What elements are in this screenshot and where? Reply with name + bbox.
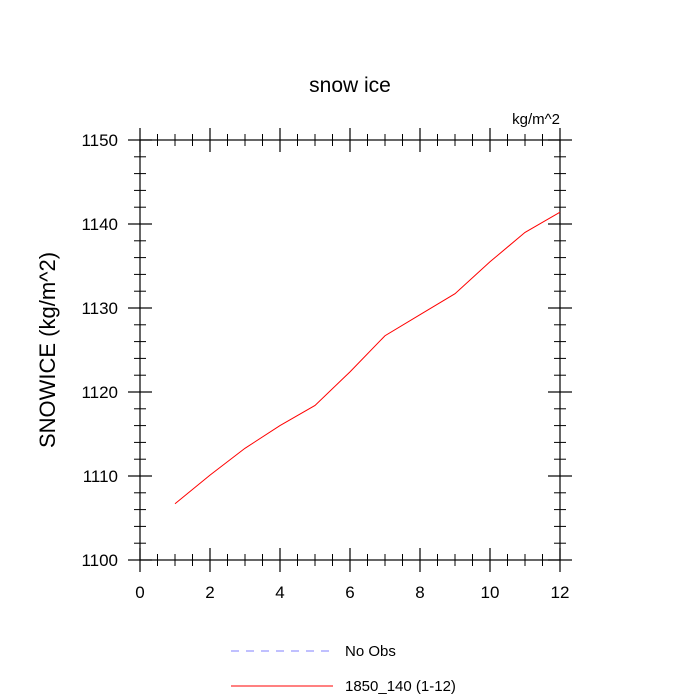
y-axis-label: SNOWICE (kg/m^2) [35,252,60,448]
series-line [174,211,561,505]
plot-frame [139,139,561,561]
units-label: kg/m^2 [512,111,560,128]
axis-ticks: 0 2 4 6 8 10 12 1100 1110 1120 1130 1140 1150 [81,128,572,602]
x-tick-label: 2 [205,583,214,602]
x-tick-label: 8 [415,583,424,602]
y-tick-label: 1130 [81,299,118,318]
x-tick-label: 0 [135,583,144,602]
y-tick-label: 1120 [81,383,118,402]
chart-title: snow ice [309,74,391,97]
x-tick-label: 6 [345,583,354,602]
x-tick-label: 12 [551,583,570,602]
y-tick-label: 1110 [83,467,118,486]
y-tick-label: 1140 [81,215,118,234]
x-tick-label: 10 [481,583,500,602]
series-layer [174,211,561,505]
legend: No Obs 1850_140 (1-12) [231,643,456,695]
legend-label: No Obs [345,643,396,660]
y-tick-label: 1100 [81,551,118,570]
x-tick-label: 4 [275,583,284,602]
y-tick-label: 1150 [81,131,118,150]
legend-label: 1850_140 (1-12) [345,678,456,695]
